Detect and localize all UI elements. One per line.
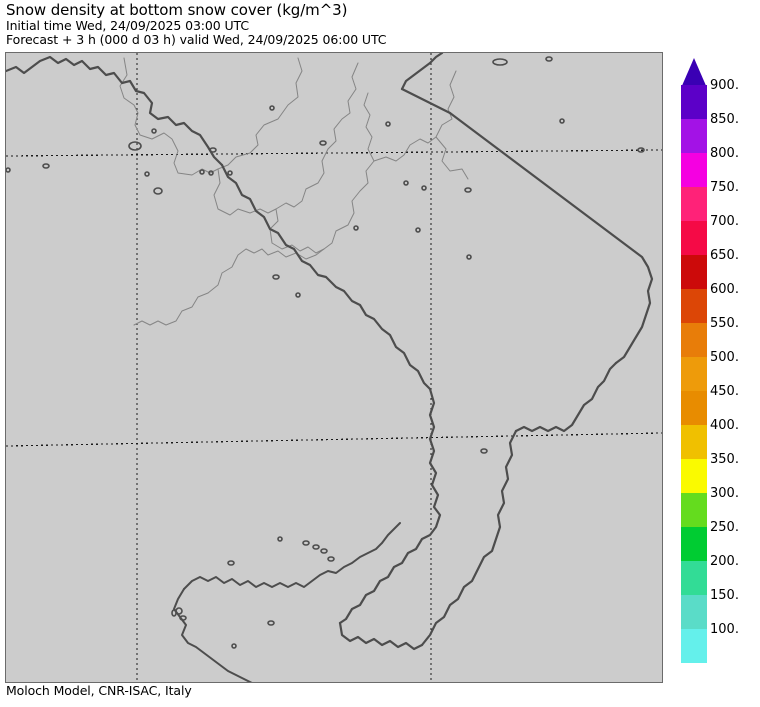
lake-bolsena [227, 170, 233, 176]
colorbar-top-arrow-icon [681, 58, 707, 88]
island-ustica [227, 560, 235, 566]
lake-6 [480, 448, 488, 454]
lake-2 [209, 147, 217, 153]
island-adriatic-1 [545, 56, 553, 62]
colorbar-band-550 [681, 323, 707, 357]
colorbar-band-450 [681, 391, 707, 425]
island-montecristo [144, 171, 150, 177]
islands [6, 56, 645, 649]
lake-11 [421, 185, 427, 191]
colorbar-tick-200: 200. [710, 554, 739, 569]
colorbar-band-100 [681, 629, 707, 663]
island-aeolian-3 [312, 544, 320, 550]
island-inland-1 [231, 643, 237, 649]
island-ischia [272, 274, 280, 280]
lake-8 [385, 121, 391, 127]
colorbar-band-600 [681, 289, 707, 323]
lake-12 [637, 147, 645, 153]
colorbar-band-stack [681, 85, 707, 663]
colorbar-tick-labels: 900. 850. 800. 750. 700. 650. 600. 550. 500. 450.… [710, 58, 758, 678]
colorbar-tick-450: 450. [710, 384, 739, 399]
island-aeolian-1 [277, 536, 283, 542]
gridline-parallel-1 [6, 149, 662, 157]
colorbar-tick-650: 650. [710, 248, 739, 263]
island-corsica-edge [6, 167, 11, 173]
island-giglio [153, 187, 163, 195]
lake-trasimeno [353, 225, 359, 231]
colorbar-band-350 [681, 459, 707, 493]
colorbar-band-850 [681, 119, 707, 153]
map-vector-layer [6, 53, 662, 682]
island-gorgona [151, 128, 157, 134]
colorbar-band-700 [681, 221, 707, 255]
colorbar-band-650 [681, 255, 707, 289]
island-egadi-3 [179, 615, 187, 621]
colorbar-band-200 [681, 561, 707, 595]
colorbar-band-150 [681, 595, 707, 629]
colorbar-band-250 [681, 527, 707, 561]
colorbar-band-900 [681, 85, 707, 119]
lake-10 [403, 180, 409, 186]
colorbar-tick-250: 250. [710, 520, 739, 535]
island-tremiti [492, 58, 508, 66]
colorbar-tick-350: 350. [710, 452, 739, 467]
colorbar-tick-500: 500. [710, 350, 739, 365]
colorbar-tick-900: 900. [710, 78, 739, 93]
colorbar-tick-700: 700. [710, 214, 739, 229]
lake-1 [319, 140, 327, 146]
map-plot-area[interactable] [5, 52, 663, 683]
colorbar-tick-850: 850. [710, 112, 739, 127]
colorbar-band-300 [681, 493, 707, 527]
colorbar-band-800 [681, 153, 707, 187]
colorbar-band-400 [681, 425, 707, 459]
header-text-block: Snow density at bottom snow cover (kg/m^… [6, 2, 666, 47]
graticule-gridlines [6, 53, 662, 682]
colorbar-band-500 [681, 357, 707, 391]
lake-7 [269, 105, 275, 111]
island-capri [295, 292, 301, 298]
page-title: Snow density at bottom snow cover (kg/m^… [6, 1, 348, 19]
colorbar-tick-100: 100. [710, 622, 739, 637]
initial-time-line: Initial time Wed, 24/09/2025 03:00 UTC [6, 18, 249, 33]
colorbar-tick-150: 150. [710, 588, 739, 603]
colorbar-tick-300: 300. [710, 486, 739, 501]
colorbar-band-750 [681, 187, 707, 221]
lake-3 [464, 187, 472, 193]
arrow-triangle [681, 58, 707, 88]
colorbar-tick-550: 550. [710, 316, 739, 331]
island-ponza [199, 169, 205, 175]
forecast-validity-line: Forecast + 3 h (000 d 03 h) valid Wed, 2… [6, 32, 387, 47]
lake-4 [466, 254, 472, 260]
administrative-boundaries [119, 57, 469, 326]
island-aeolian-2 [302, 540, 310, 546]
lake-5 [415, 227, 421, 233]
colorbar[interactable] [681, 58, 707, 663]
coastline-sicily [173, 522, 401, 682]
island-inland-2 [267, 620, 275, 626]
colorbar-tick-750: 750. [710, 180, 739, 195]
island-ventotene [208, 170, 214, 176]
island-elba [128, 141, 142, 151]
gridline-parallel-2 [6, 432, 662, 447]
lake-9 [559, 118, 565, 124]
island-capraia [42, 163, 50, 169]
island-egadi-2 [175, 607, 183, 615]
model-credit: Moloch Model, CNR-ISAC, Italy [6, 683, 192, 698]
colorbar-tick-800: 800. [710, 146, 739, 161]
colorbar-tick-600: 600. [710, 282, 739, 297]
island-aeolian-5 [327, 556, 335, 562]
coastline-mainland [6, 53, 654, 651]
island-aeolian-4 [320, 548, 328, 554]
colorbar-tick-400: 400. [710, 418, 739, 433]
